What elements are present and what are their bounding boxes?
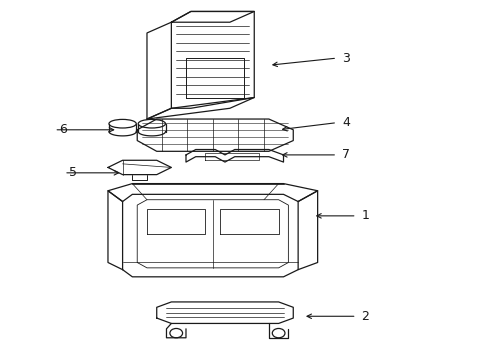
Text: 5: 5 bbox=[69, 166, 77, 179]
Text: 7: 7 bbox=[341, 148, 349, 161]
Text: 2: 2 bbox=[361, 310, 368, 323]
Text: 3: 3 bbox=[341, 51, 349, 64]
Text: 1: 1 bbox=[361, 210, 368, 222]
Text: 6: 6 bbox=[59, 123, 67, 136]
Text: 4: 4 bbox=[341, 116, 349, 129]
